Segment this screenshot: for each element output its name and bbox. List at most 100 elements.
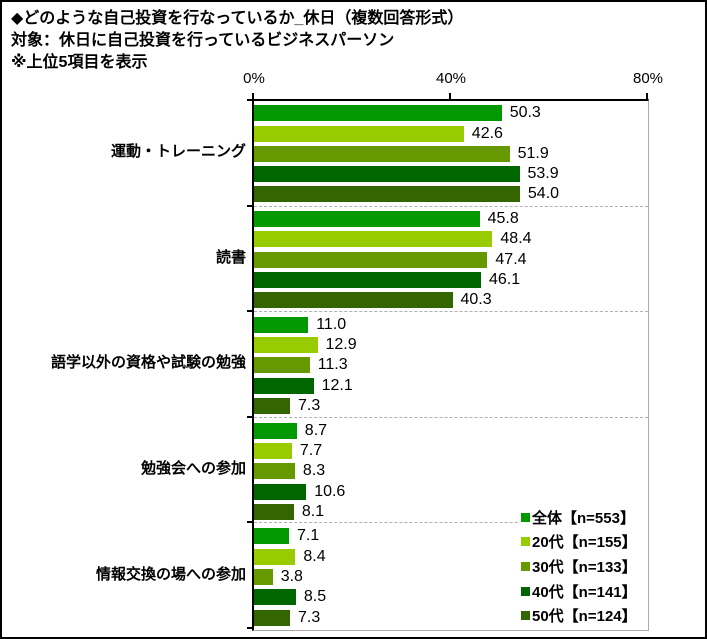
- bar-row: 7.3: [254, 608, 648, 626]
- legend-swatch: [521, 537, 530, 547]
- legend-label: 40代【n=141】: [532, 583, 637, 601]
- legend-label: 全体【n=553】: [532, 509, 635, 527]
- bar-row: 46.1: [254, 270, 648, 288]
- x-axis-tick-mark: [449, 93, 451, 100]
- bar-value-label: 11.0: [316, 315, 347, 333]
- y-axis-tick-mark: [247, 99, 253, 101]
- legend-item: 30代【n=133】: [521, 556, 648, 577]
- x-axis-tick-label-40: 40%: [435, 70, 467, 87]
- bar: [254, 483, 307, 500]
- y-axis-tick-mark: [247, 204, 253, 207]
- bar: [254, 186, 520, 203]
- legend-label: 20代【n=155】: [532, 534, 637, 552]
- legend-swatch: [521, 561, 530, 571]
- bar-value-label: 50.3: [509, 104, 541, 122]
- bar-value-label: 40.3: [460, 291, 492, 309]
- bar-value-label: 51.9: [517, 144, 549, 162]
- bar: [254, 357, 310, 374]
- bar-row: 51.9: [254, 144, 648, 162]
- group-separator-line: [254, 205, 648, 207]
- bar-value-label: 47.4: [495, 250, 527, 268]
- y-axis-tick-mark: [247, 627, 253, 629]
- bar-row: 8.5: [254, 588, 648, 606]
- group-separator-line: [254, 416, 648, 418]
- bar-row: 54.0: [254, 185, 648, 203]
- legend-label: 50代【n=124】: [532, 608, 637, 626]
- bar-row: 7.1: [254, 527, 648, 545]
- legend-item: 50代【n=124】: [521, 605, 648, 626]
- legend-item: 40代【n=141】: [521, 581, 648, 602]
- bar-row: 8.4: [254, 547, 648, 565]
- bar-value-label: 8.5: [303, 588, 327, 606]
- bar: [254, 166, 520, 183]
- chart-header: ◆どのような自己投資を行なっているか_休日（複数回答形式） 対象：休日に自己投資…: [11, 8, 463, 74]
- bar-row: 11.0: [254, 315, 648, 333]
- category-label: 勉強会への参加: [140, 460, 246, 478]
- bar-group: 7.1 8.4 3.8 8.5 7.3: [254, 524, 648, 630]
- bar-value-label: 8.4: [303, 547, 326, 565]
- x-axis-tick-label-80: 80%: [632, 70, 664, 87]
- bar-group: 50.3 42.6 51.9 53.9 54.0: [254, 101, 648, 207]
- bar-value-label: 48.4: [500, 230, 532, 248]
- bar-group: 8.7 7.7 8.3 10.6 8.1: [254, 418, 648, 524]
- bar-value-label: 11.3: [317, 356, 348, 374]
- chart-subtitle: 対象：休日に自己投資を行っているビジネスパーソン: [11, 32, 395, 49]
- category-label: 運動・トレーニング: [110, 143, 246, 161]
- bar-row: 48.4: [254, 230, 648, 248]
- bar-row: 45.8: [254, 210, 648, 228]
- bar-value-label: 53.9: [527, 165, 559, 183]
- legend-item: 20代【n=155】: [521, 531, 648, 552]
- bar-row: 42.6: [254, 125, 648, 142]
- bar: [254, 398, 290, 415]
- bar-row: 47.4: [254, 250, 648, 268]
- bar: [254, 422, 297, 439]
- bar-value-label: 54.0: [527, 185, 560, 203]
- bar-group: 11.0 12.9 11.3 12.1 7.3: [254, 313, 648, 419]
- bar: [254, 231, 493, 248]
- bar: [254, 211, 480, 228]
- bar: [254, 316, 309, 333]
- bar: [254, 528, 289, 545]
- bar-row: 53.9: [254, 165, 648, 183]
- chart-note: ※上位5項目を表示: [11, 54, 148, 71]
- bar-row: 40.3: [254, 291, 648, 309]
- legend: 全体【n=553】 20代【n=155】 30代【n=133】 40代【n=141】 5…: [518, 503, 648, 630]
- legend-label: 30代【n=133】: [532, 558, 637, 576]
- bar-value-label: 7.1: [297, 527, 320, 545]
- bar: [254, 569, 273, 586]
- group-separator-line: [254, 522, 648, 524]
- bar: [254, 609, 290, 626]
- bar-value-label: 7.7: [299, 441, 323, 459]
- bar-value-label: 7.3: [298, 397, 321, 415]
- bar-value-label: 8.7: [304, 421, 328, 439]
- bar-value-label: 7.3: [298, 608, 321, 626]
- bar-value-label: 8.3: [302, 462, 326, 480]
- bar: [254, 442, 292, 459]
- legend-swatch: [521, 586, 530, 596]
- bar: [254, 271, 481, 288]
- y-axis-tick-mark: [247, 310, 253, 313]
- bar: [254, 105, 502, 122]
- bar-row: 7.7: [254, 441, 648, 459]
- category-label: 情報交換の場への参加: [95, 565, 246, 583]
- bar-value-label: 45.8: [487, 210, 519, 228]
- bar-group: 45.8 48.4 47.4 46.1 40.3: [254, 207, 648, 313]
- bar-row: 8.1: [254, 503, 648, 520]
- category-label: 読書: [215, 248, 246, 266]
- y-axis-tick-mark: [247, 521, 253, 524]
- bar-row: 8.7: [254, 421, 648, 439]
- bar: [254, 145, 510, 162]
- bar-value-label: 3.8: [280, 568, 303, 586]
- y-axis-tick-mark: [247, 415, 253, 418]
- group-separator-line: [254, 311, 648, 313]
- legend-swatch: [521, 512, 530, 522]
- x-axis-tick-mark: [646, 93, 648, 100]
- bar-groups-container: 50.3 42.6 51.9 53.9 54.0 45.8 48.4 47.4 46.1 40.3…: [254, 101, 648, 630]
- legend-swatch: [521, 611, 530, 621]
- bar: [254, 125, 464, 142]
- bar-row: 50.3: [254, 104, 648, 122]
- bar: [254, 548, 296, 565]
- bar-value-label: 46.1: [489, 270, 521, 288]
- bar: [254, 589, 296, 606]
- bar-row: 12.9: [254, 337, 648, 354]
